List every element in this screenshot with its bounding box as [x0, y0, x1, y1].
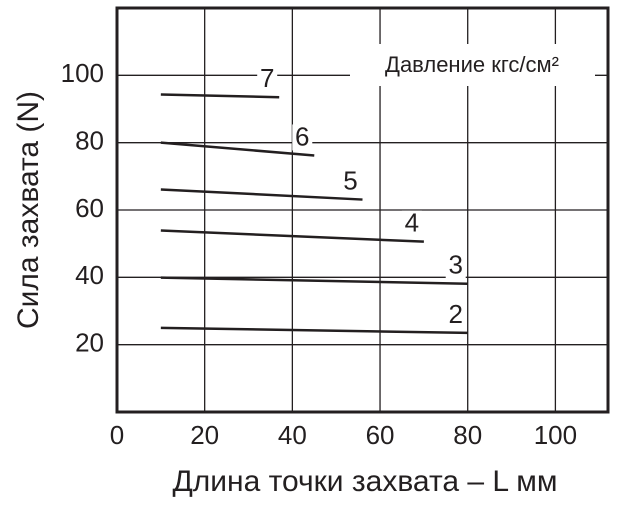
x-tick-label: 40 [278, 420, 307, 450]
line [160, 188, 363, 201]
series-label: 5 [343, 165, 357, 195]
x-axis-title: Длина точки захвата – L мм [172, 465, 557, 498]
series-label: 3 [448, 250, 462, 280]
label-background [445, 252, 466, 279]
label-background [340, 168, 361, 195]
x-tick-label: 100 [534, 420, 577, 450]
y-tick-label: 100 [61, 58, 104, 88]
y-tick-label: 20 [75, 328, 104, 358]
line [160, 93, 280, 99]
series-label: 2 [448, 299, 462, 329]
y-axis-title: Сила захвата (N) [12, 91, 45, 329]
line [160, 276, 468, 285]
annotation: Давление кгс/см² [385, 52, 559, 77]
annotation-background [350, 44, 595, 86]
plot-frame [115, 6, 610, 414]
label-background [257, 66, 278, 93]
x-tick-label: 20 [190, 420, 219, 450]
label-background [401, 210, 422, 237]
line [160, 141, 315, 157]
label-background [445, 301, 466, 328]
y-tick-label: 80 [75, 126, 104, 156]
label-background [292, 124, 313, 151]
x-tick-label: 60 [366, 420, 395, 450]
line [160, 326, 468, 335]
series-label: 7 [260, 63, 274, 93]
y-tick-label: 60 [75, 193, 104, 223]
y-tick-label: 40 [75, 260, 104, 290]
x-tick-label: 0 [110, 420, 124, 450]
x-tick-label: 80 [453, 420, 482, 450]
line [160, 229, 424, 243]
series-label: 4 [405, 208, 419, 238]
series-label: 6 [295, 121, 309, 151]
